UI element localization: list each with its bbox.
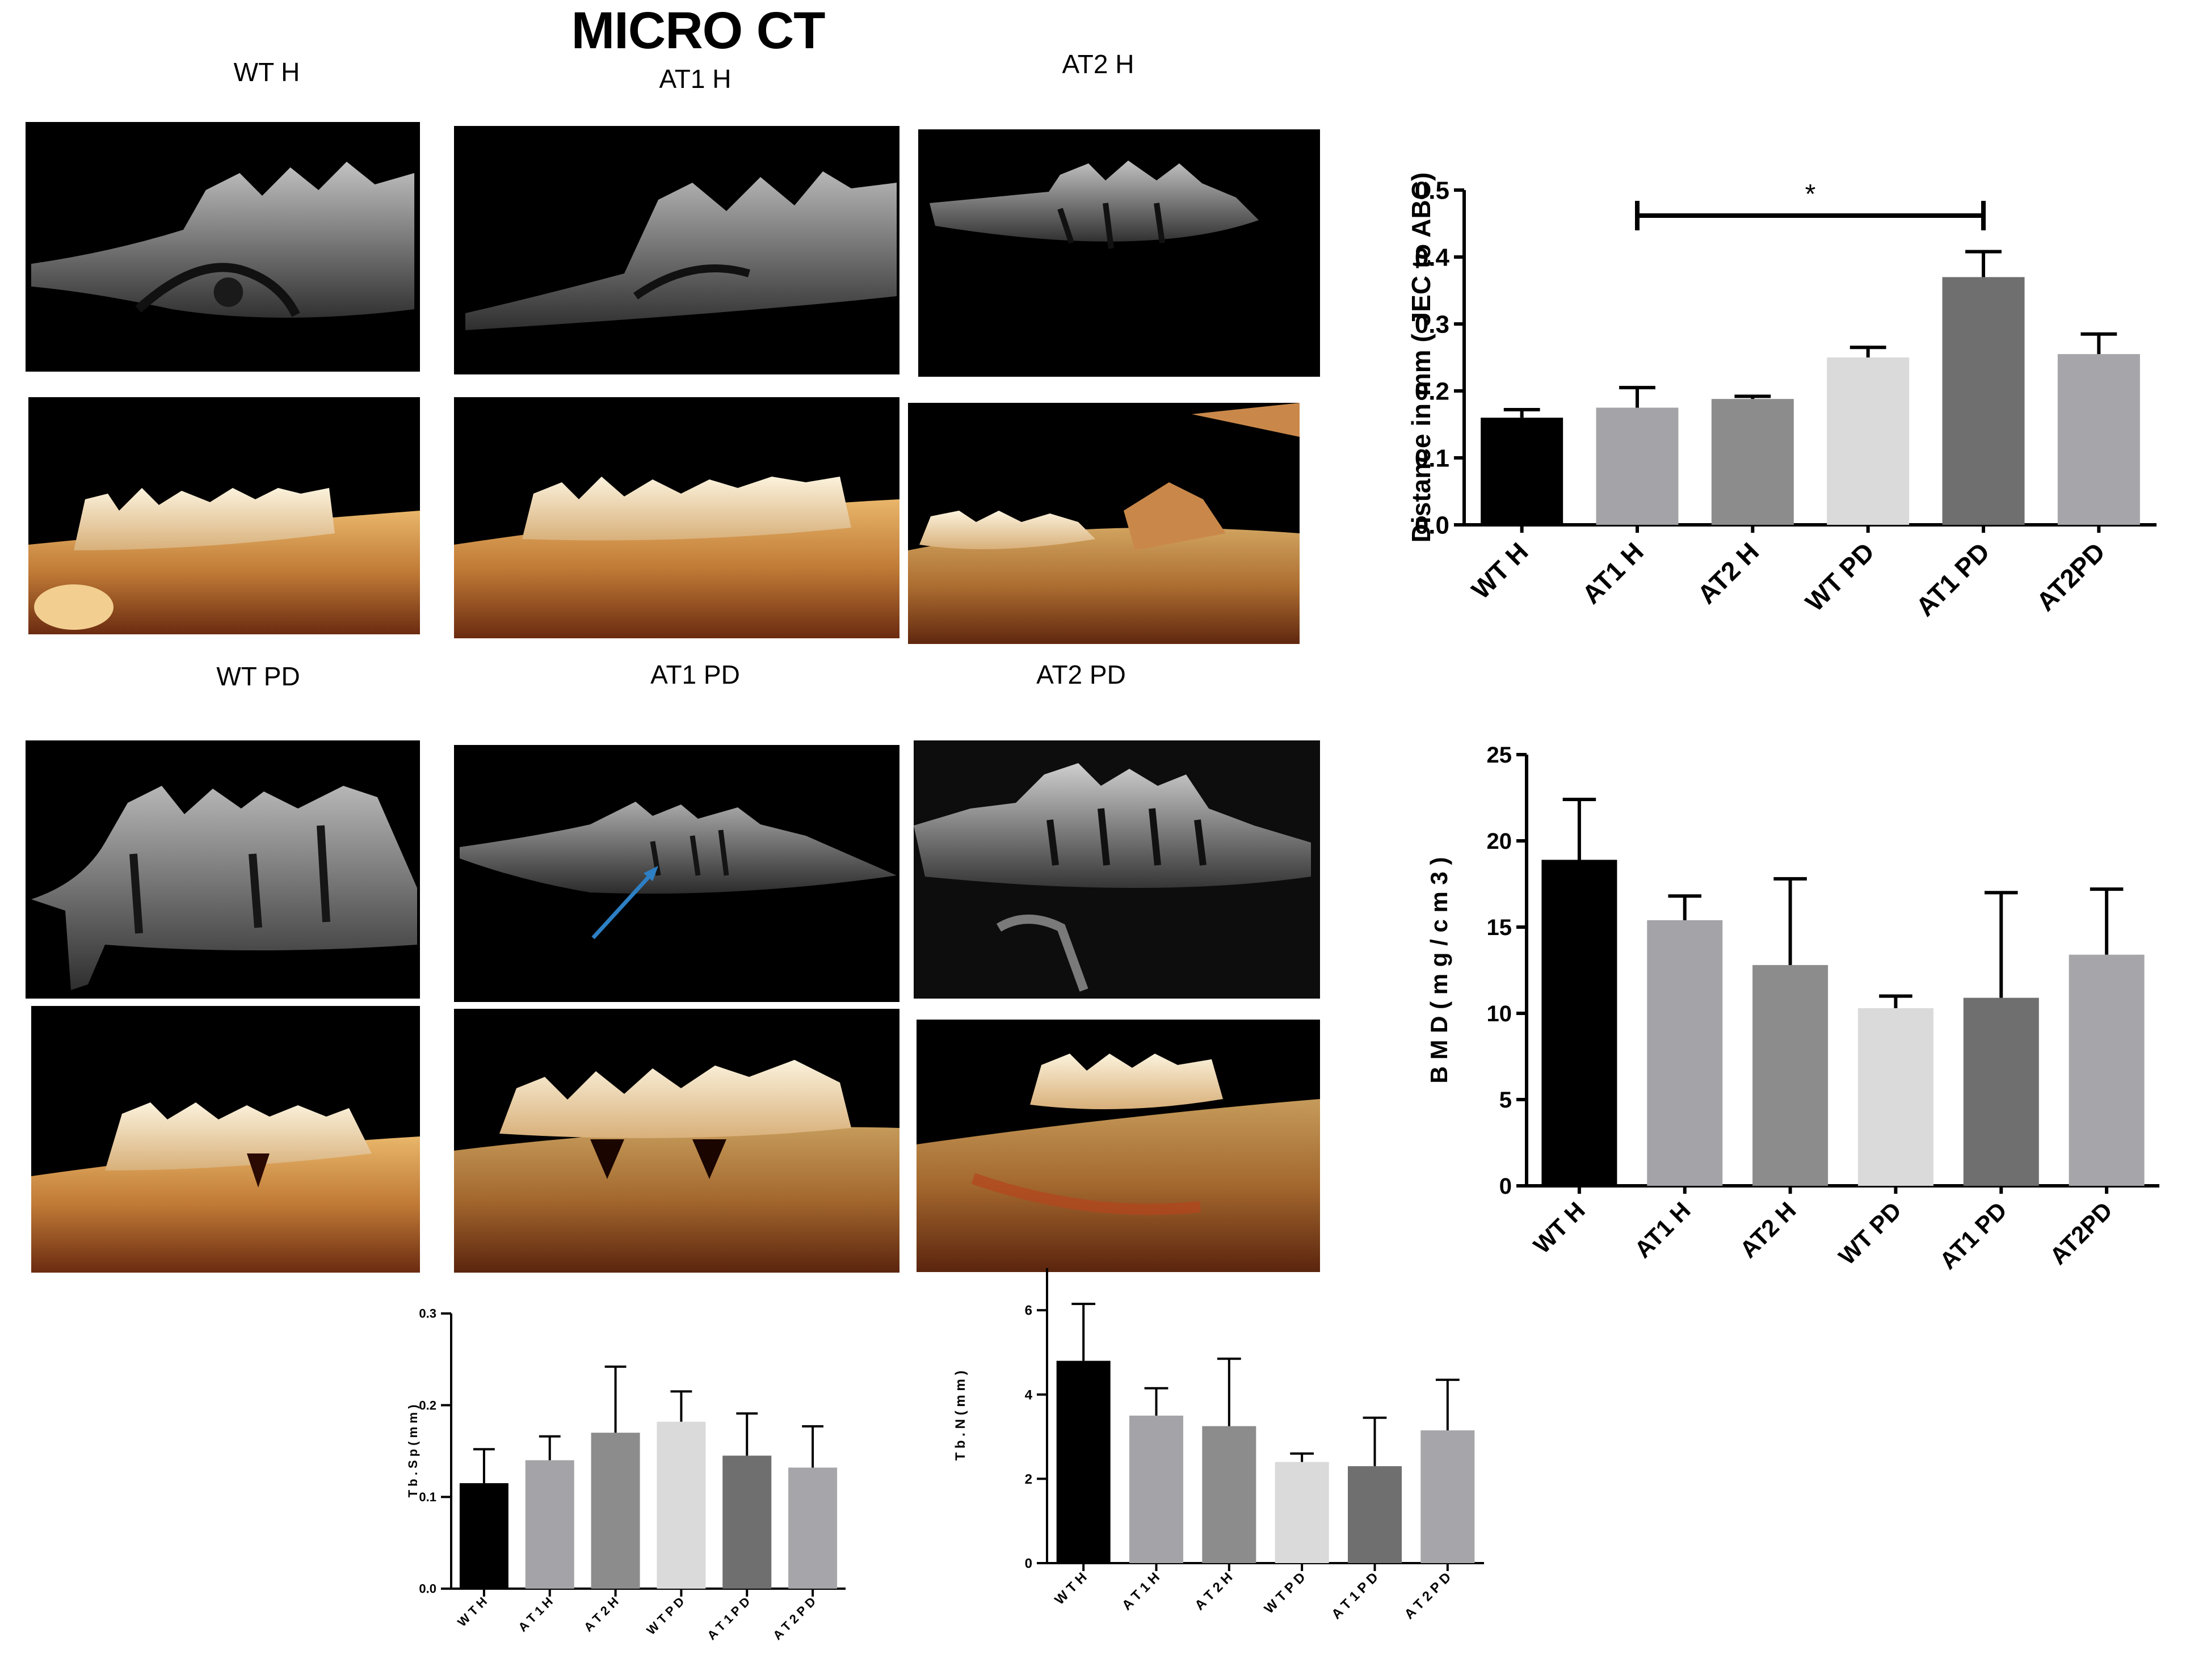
x-tick-label: W T H	[1052, 1570, 1090, 1608]
ct-gray-wt-pd	[26, 740, 420, 999]
y-axis-label: B M D ( m g / c m 3 )	[1426, 857, 1452, 1083]
bar	[1481, 418, 1563, 525]
significance-label: *	[1805, 179, 1816, 209]
label-at2-h: AT2 H	[1062, 49, 1134, 79]
label-wt-pd: WT PD	[216, 662, 300, 691]
y-tick-label: 0.1	[419, 1490, 436, 1504]
label-at1-h: AT1 H	[659, 64, 732, 94]
y-tick-label: 2	[1025, 1472, 1032, 1487]
y-tick-label: 20	[1487, 829, 1512, 854]
y-axis-label: T b . S p ( m m )	[406, 1405, 420, 1498]
ct-gray-at1-h	[454, 126, 899, 374]
y-tick-label: 0.1	[1415, 444, 1449, 472]
ct-gray-at2-h	[918, 129, 1320, 377]
bar	[1541, 860, 1617, 1186]
y-tick-label: 0	[1025, 1556, 1032, 1571]
bar	[591, 1433, 640, 1589]
x-tick-label: A T 2 H	[1192, 1570, 1235, 1614]
y-tick-label: 0.3	[419, 1307, 436, 1321]
bar	[1942, 277, 2025, 525]
bar	[1711, 399, 1794, 525]
bar	[1857, 1008, 1933, 1186]
bar	[2057, 354, 2140, 525]
bar	[1827, 357, 1910, 525]
ct-3d-at2-h	[908, 403, 1300, 644]
bar	[459, 1483, 508, 1589]
bar	[1647, 920, 1723, 1186]
ct-3d-wt-pd	[31, 1006, 420, 1273]
x-tick-label: W T P D	[1262, 1570, 1309, 1617]
y-tick-label: 0.0	[419, 1582, 436, 1596]
bar	[1202, 1426, 1256, 1563]
y-tick-label: 0.5	[1415, 176, 1449, 204]
label-at1-pd: AT1 PD	[650, 660, 740, 689]
bar	[1348, 1466, 1402, 1563]
x-tick-label: A T 1 P D	[1329, 1570, 1381, 1623]
y-tick-label: 0	[1499, 1174, 1512, 1199]
y-axis-label: Distance in mm ( JEC to ABC)	[1406, 172, 1436, 543]
bar	[1056, 1361, 1111, 1563]
y-tick-label: 15	[1487, 915, 1512, 940]
x-tick-label: A T 2 P D	[1402, 1570, 1455, 1623]
y-tick-label: 0.0	[1415, 511, 1449, 539]
label-wt-h: WT H	[233, 57, 300, 87]
ct-gray-at1-pd	[454, 745, 899, 1002]
bar	[657, 1421, 706, 1589]
bar	[1596, 407, 1679, 525]
bar	[1420, 1430, 1475, 1563]
ct-gray-wt-h	[26, 122, 420, 372]
y-tick-label: 0.2	[1415, 377, 1449, 405]
ct-3d-at1-pd	[454, 1009, 899, 1273]
x-tick-label: A T 1 H	[1119, 1570, 1163, 1614]
bar	[525, 1460, 574, 1589]
bar	[1752, 965, 1828, 1186]
y-axis-label: T b . N ( m m )	[953, 1371, 968, 1461]
bar	[1963, 997, 2039, 1186]
ct-3d-at1-h	[454, 397, 899, 638]
y-tick-label: 5	[1499, 1088, 1512, 1113]
bar	[1129, 1416, 1183, 1563]
ct-gray-at2-pd	[914, 740, 1320, 999]
bar	[722, 1455, 772, 1589]
y-tick-label: 0.4	[1415, 243, 1450, 271]
ct-3d-wt-h	[28, 397, 420, 634]
bar	[2069, 954, 2145, 1186]
label-at2-pd: AT2 PD	[1036, 660, 1126, 689]
y-tick-label: 0.2	[419, 1398, 436, 1412]
figure-title: MICRO CT	[571, 2, 826, 60]
bar	[788, 1467, 838, 1589]
ct-3d-at2-pd	[917, 1020, 1320, 1272]
y-tick-label: 6	[1025, 1303, 1032, 1319]
y-tick-label: 25	[1487, 743, 1512, 768]
y-tick-label: 4	[1025, 1387, 1033, 1403]
y-tick-label: 10	[1487, 1001, 1512, 1026]
bar	[1275, 1462, 1329, 1563]
y-tick-label: 0.3	[1415, 310, 1449, 338]
